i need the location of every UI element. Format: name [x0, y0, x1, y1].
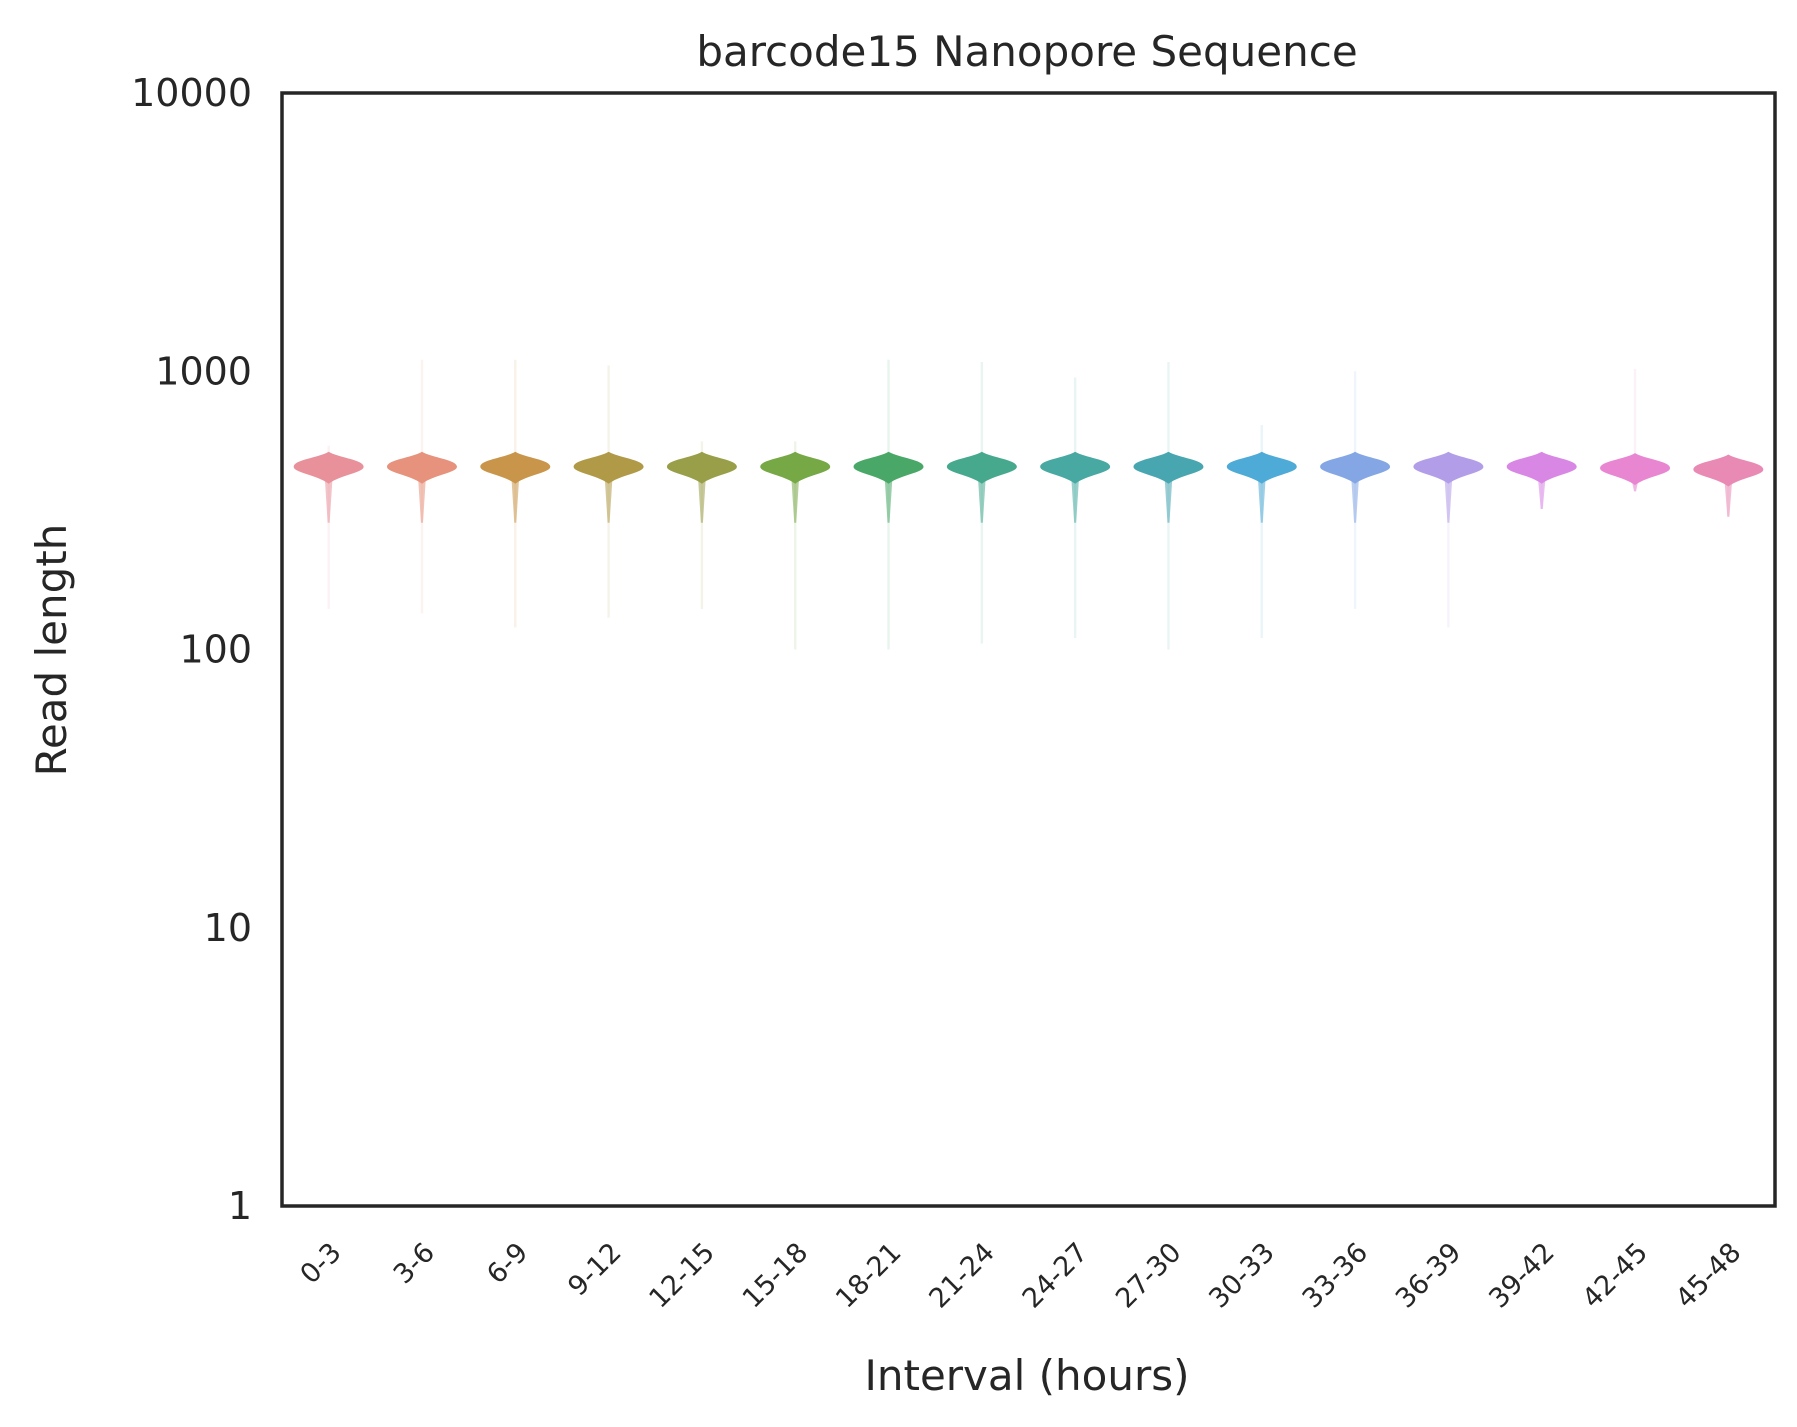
x-axis-ticks: 0-3 3-6 6-9 9-12 12-15 15-18 18-21 21-24 24-27 27…: [294, 1237, 1747, 1314]
chart-title: barcode15 Nanopore Sequence: [696, 27, 1357, 76]
x-tick-label: 15-18: [737, 1237, 814, 1314]
violin-33-36: [1320, 371, 1391, 609]
violin-30-33: [1226, 425, 1297, 638]
violin-body: [1413, 451, 1484, 484]
y-tick-label: 10000: [131, 71, 252, 115]
violin-neck: [511, 475, 520, 523]
violin-neck: [697, 475, 706, 523]
violin-body: [386, 451, 457, 484]
violin-body: [853, 451, 924, 484]
violin-neck: [884, 475, 893, 523]
violin-body: [1133, 451, 1204, 484]
violin-36-39: [1413, 451, 1484, 628]
violin-6-9: [480, 359, 551, 628]
x-tick-label: 33-36: [1297, 1237, 1374, 1314]
violin-body: [666, 451, 737, 484]
x-tick-label: 30-33: [1203, 1237, 1280, 1314]
violin-neck: [1537, 475, 1546, 509]
violin-body: [946, 451, 1017, 484]
x-tick-label: 3-6: [388, 1237, 441, 1290]
violin-neck: [417, 475, 426, 523]
violin-18-21: [853, 359, 924, 650]
violin-body: [1320, 451, 1391, 484]
x-tick-label: 12-15: [643, 1237, 720, 1314]
x-tick-label: 9-12: [562, 1237, 627, 1302]
violin-neck: [791, 475, 800, 523]
x-tick-label: 18-21: [830, 1237, 907, 1314]
y-tick-label: 100: [179, 628, 252, 672]
violin-body: [760, 451, 831, 484]
violin-45-48: [1693, 454, 1764, 517]
x-tick-label: 39-42: [1483, 1237, 1560, 1314]
x-tick-label: 27-30: [1110, 1237, 1187, 1314]
violin-body: [293, 451, 364, 484]
violin-21-24: [946, 361, 1017, 644]
y-axis-label: Read length: [27, 524, 76, 777]
x-tick-label: 0-3: [294, 1237, 347, 1290]
violin-42-45: [1600, 368, 1671, 492]
violin-neck: [1164, 475, 1173, 523]
violin-body: [1600, 453, 1671, 486]
y-tick-label: 10: [204, 906, 252, 950]
violin-neck: [324, 475, 333, 523]
x-tick-label: 24-27: [1017, 1237, 1094, 1314]
violin-neck: [1444, 475, 1453, 523]
violin-neck: [977, 475, 986, 523]
y-tick-label: 1: [228, 1184, 252, 1228]
violin-9-12: [573, 365, 644, 618]
violin-27-30: [1133, 361, 1204, 650]
x-tick-label: 21-24: [923, 1237, 1000, 1314]
violin-15-18: [760, 441, 831, 650]
violin-neck: [1071, 475, 1080, 523]
violin-0-3: [293, 445, 364, 609]
violin-12-15: [666, 441, 737, 609]
x-tick-label: 42-45: [1577, 1237, 1654, 1314]
x-tick-label: 36-39: [1390, 1237, 1467, 1314]
violin-body: [573, 451, 644, 484]
plot-frame: [280, 91, 1777, 1208]
violin-neck: [604, 475, 613, 523]
violin-3-6: [386, 359, 457, 614]
violin-body: [480, 451, 551, 484]
x-tick-label: 6-9: [481, 1237, 534, 1290]
violin-body: [1506, 451, 1577, 484]
violin-group: [293, 359, 1764, 650]
x-axis-label: Interval (hours): [864, 1351, 1189, 1400]
violin-neck: [1257, 475, 1266, 523]
violin-39-42: [1506, 451, 1577, 509]
violin-neck: [1724, 478, 1733, 517]
violin-body: [1040, 451, 1111, 484]
y-tick-label: 1000: [155, 349, 252, 393]
x-tick-label: 45-48: [1670, 1237, 1747, 1314]
y-axis-ticks: 1 10 100 1000 10000: [131, 71, 252, 1228]
violin-body: [1693, 454, 1764, 487]
violin-24-27: [1040, 377, 1111, 638]
violin-body: [1226, 451, 1297, 484]
violin-neck: [1351, 475, 1360, 523]
